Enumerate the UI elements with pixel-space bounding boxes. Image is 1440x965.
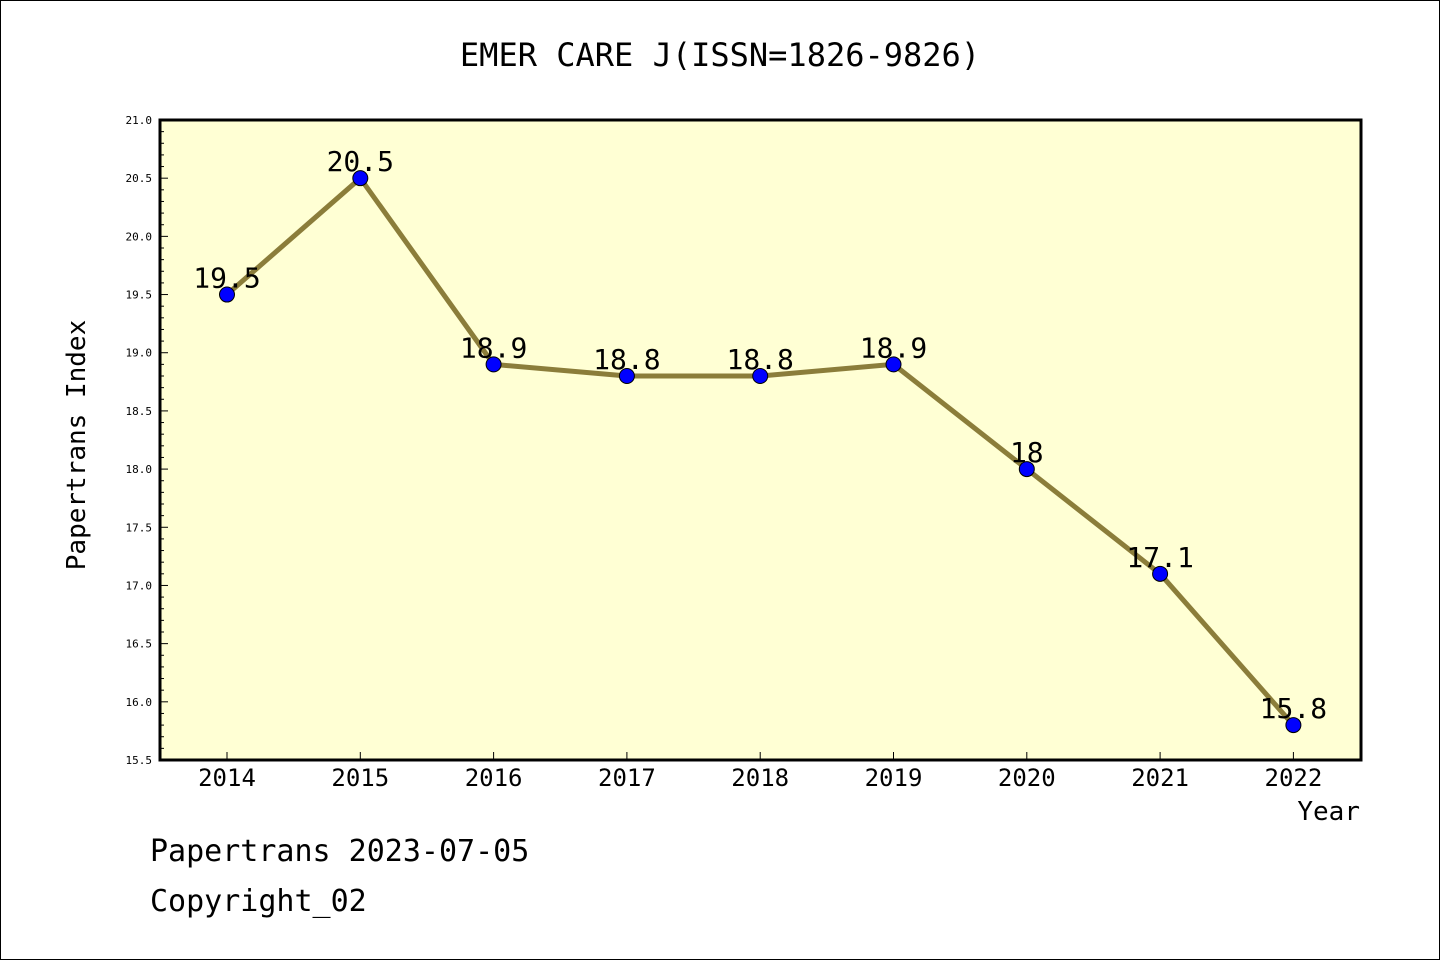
- x-tick-label: 2017: [598, 764, 656, 792]
- y-tick-label: 16.5: [126, 638, 153, 651]
- y-tick-label: 16.0: [126, 696, 153, 709]
- x-tick-label: 2015: [331, 764, 389, 792]
- y-tick-label: 20.0: [126, 230, 153, 243]
- y-tick-label: 19.5: [126, 289, 153, 302]
- data-label: 20.5: [327, 145, 394, 178]
- data-point: [618, 368, 635, 384]
- x-axis: 2014 2015 2016 2017 2018 2019 2020 2021 2022: [198, 752, 1322, 792]
- data-label: 18: [1010, 436, 1044, 469]
- y-tick-label: 18.0: [126, 463, 153, 476]
- data-point: [352, 170, 369, 187]
- data-label: 17.1: [1126, 541, 1193, 574]
- data-point: [1018, 461, 1035, 478]
- plot-area: [158, 118, 1363, 762]
- x-tick-label: 2014: [198, 764, 256, 792]
- y-tick-label: 20.5: [126, 172, 153, 185]
- y-axis: 15.5 16.0 16.5 17.0 17.5 18.0 18.5 19.0 19.5 20.0…: [126, 114, 168, 767]
- series-markers: [219, 170, 1302, 734]
- data-labels: 19.5 20.5 18.9 18.8 18.8 18.9 18 17.1 15.8: [193, 145, 1327, 725]
- data-point: [219, 286, 235, 303]
- y-tick-label: 15.5: [126, 754, 153, 767]
- y-tick-label: 18.5: [126, 405, 153, 418]
- footer-date: Papertrans 2023-07-05: [150, 834, 530, 869]
- y-axis-label: Papertrans Index: [62, 320, 92, 570]
- chart-title: EMER CARE J(ISSN=1826-9826): [460, 36, 980, 74]
- footer-copyright: Copyright_02: [150, 884, 367, 919]
- x-tick-label: 2022: [1265, 764, 1323, 792]
- x-axis-label: Year: [1297, 797, 1360, 827]
- data-point: [485, 356, 502, 373]
- y-tick-label: 17.5: [126, 521, 153, 534]
- data-label: 18.9: [860, 331, 927, 364]
- data-label: 19.5: [193, 262, 260, 295]
- data-label: 18.8: [726, 343, 793, 376]
- data-point: [1152, 565, 1169, 582]
- x-tick-label: 2019: [865, 764, 923, 792]
- y-tick-label: 17.0: [126, 579, 153, 592]
- data-point: [1285, 717, 1302, 734]
- x-tick-label: 2018: [731, 764, 789, 792]
- x-tick-label: 2021: [1131, 764, 1189, 792]
- data-point: [885, 356, 902, 373]
- data-label: 15.8: [1260, 692, 1327, 725]
- data-label: 18.9: [460, 331, 527, 364]
- y-tick-label: 19.0: [126, 347, 153, 360]
- data-point: [752, 368, 769, 384]
- y-tick-label: 21.0: [126, 114, 153, 127]
- x-tick-label: 2020: [998, 764, 1056, 792]
- data-label: 18.8: [593, 343, 660, 376]
- x-tick-label: 2016: [465, 764, 523, 792]
